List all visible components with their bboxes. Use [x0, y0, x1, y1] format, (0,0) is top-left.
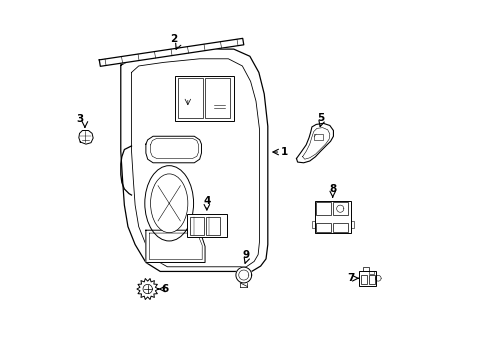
Ellipse shape — [144, 166, 193, 241]
Bar — [316, 202, 330, 215]
Bar — [174, 76, 233, 121]
Bar — [359, 271, 376, 286]
Polygon shape — [145, 136, 201, 163]
Bar — [314, 201, 350, 233]
Bar — [190, 217, 204, 235]
Polygon shape — [121, 49, 267, 271]
Bar — [350, 221, 353, 228]
Polygon shape — [235, 267, 251, 283]
Polygon shape — [79, 131, 93, 144]
Bar — [332, 202, 347, 215]
Text: 4: 4 — [203, 196, 210, 206]
Text: 8: 8 — [328, 184, 336, 194]
Text: 9: 9 — [242, 250, 249, 260]
Text: 6: 6 — [161, 284, 168, 294]
Bar — [204, 78, 230, 118]
Bar — [178, 78, 203, 118]
Text: 5: 5 — [316, 113, 324, 123]
Bar — [311, 221, 314, 228]
Bar — [313, 134, 323, 140]
Text: 2: 2 — [169, 35, 177, 44]
Polygon shape — [99, 39, 244, 66]
Polygon shape — [137, 279, 158, 300]
Bar — [368, 271, 373, 274]
Polygon shape — [296, 123, 333, 163]
Text: 3: 3 — [77, 114, 84, 124]
Text: 1: 1 — [281, 147, 288, 157]
Bar — [332, 223, 347, 231]
Bar — [205, 217, 220, 235]
Bar — [187, 214, 226, 237]
Ellipse shape — [150, 174, 187, 233]
Bar — [362, 267, 368, 271]
Polygon shape — [145, 230, 204, 262]
Bar — [360, 275, 366, 284]
Bar — [316, 223, 330, 231]
Bar — [368, 275, 374, 284]
Text: 7: 7 — [346, 273, 354, 283]
